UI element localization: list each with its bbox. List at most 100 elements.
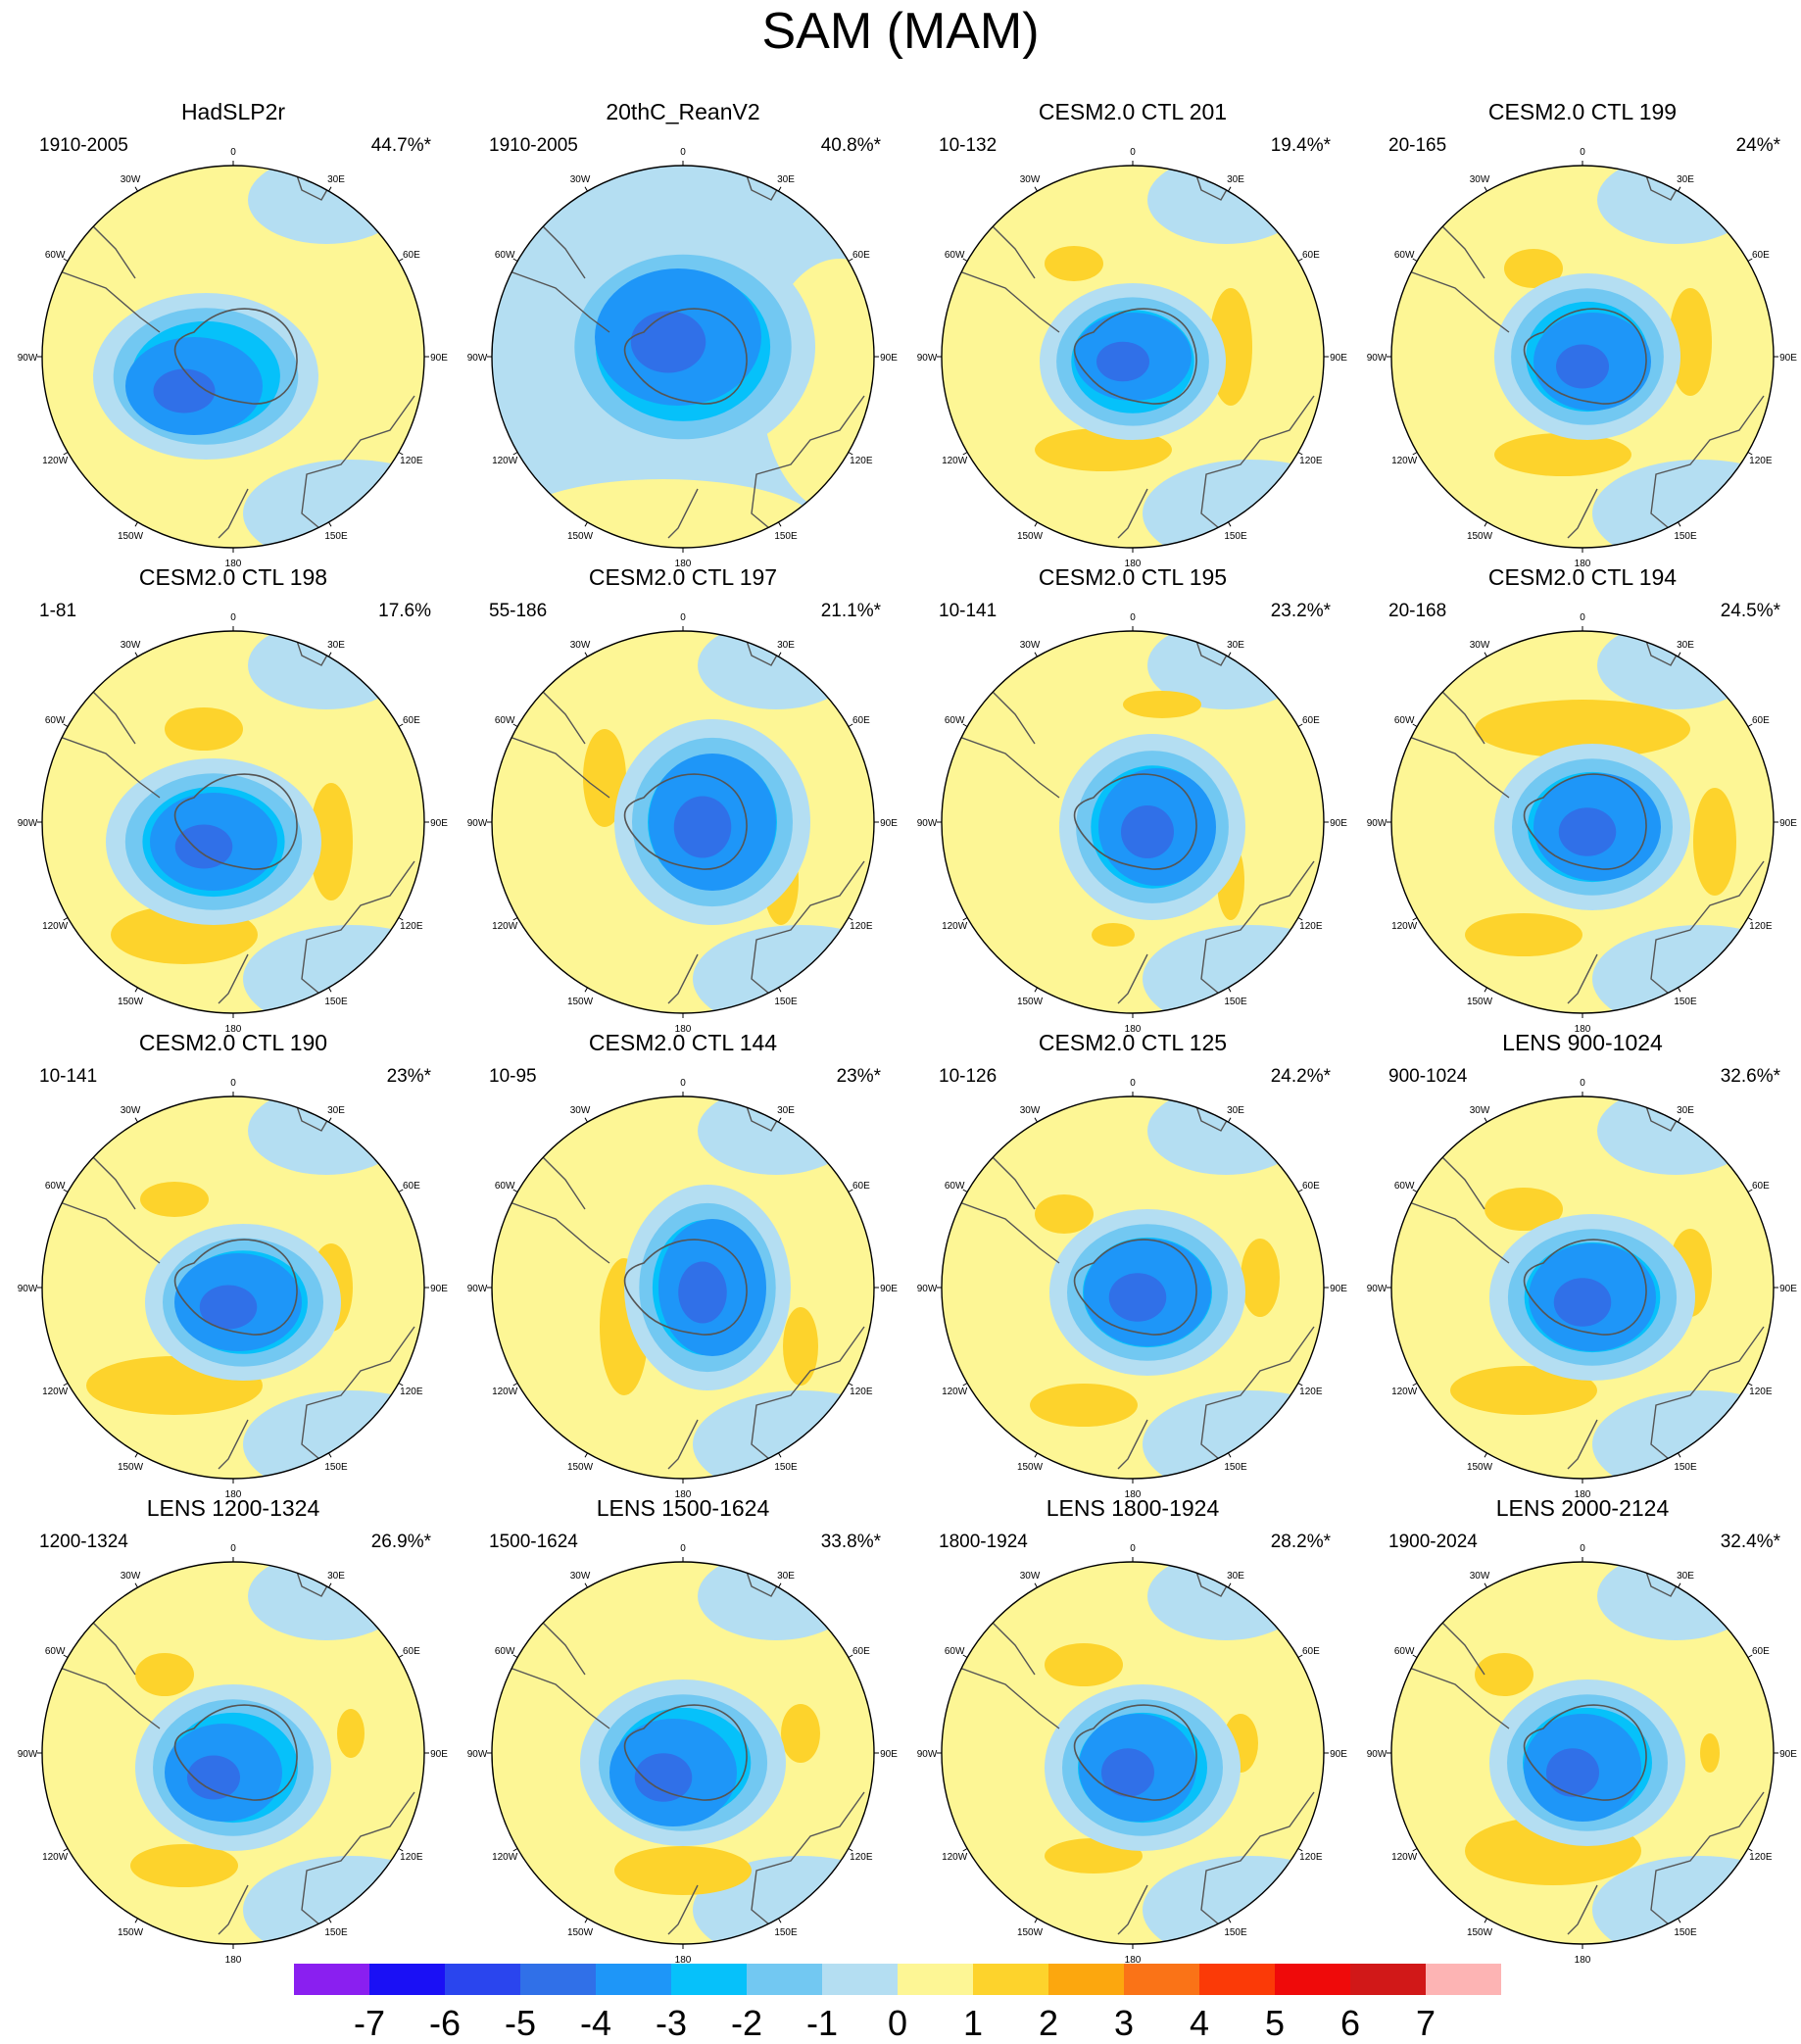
longitude-label: 120W (42, 1852, 69, 1863)
longitude-label: 150E (1224, 531, 1247, 542)
longitude-label: 60W (1394, 250, 1415, 261)
map-panel: LENS 900-1024 900-1024 32.6%* 0 30E 60E 90E 120… (1367, 1029, 1798, 1500)
longitude-label: 120E (850, 1852, 873, 1863)
longitude-label: 30E (327, 174, 345, 185)
panel-explained-variance: 24%* (1735, 135, 1780, 156)
longitude-label: 60W (945, 715, 965, 726)
longitude-label: 90W (467, 1284, 488, 1294)
map-panel: CESM2.0 CTL 197 55-186 21.1%* 0 30E 60E 90E 120… (467, 563, 899, 1035)
polar-map: 0 30E 60E 90E 120E 150E 180 150W 120W 90W 60W 30W (467, 147, 899, 569)
panel-period: 20-168 (1388, 601, 1447, 621)
panel-period: 1900-2024 (1388, 1532, 1478, 1552)
longitude-label: 120W (1391, 1852, 1418, 1863)
longitude-label: 30W (121, 640, 141, 651)
panel-title: CESM2.0 CTL 194 (1487, 564, 1678, 590)
colorbar-label: 5 (1264, 2003, 1286, 2043)
colorbar-swatch (1275, 1964, 1350, 1995)
longitude-label: 60W (495, 715, 515, 726)
longitude-label: 120W (492, 456, 518, 466)
longitude-label: 120W (1391, 456, 1418, 466)
longitude-label: 150W (567, 997, 594, 1007)
longitude-label: 90E (1330, 1749, 1347, 1760)
polar-map: 0 30E 60E 90E 120E 150E 180 150W 120W 90W 60W 30W (18, 612, 449, 1035)
longitude-label: 90W (18, 1284, 38, 1294)
panel-title: LENS 1800-1924 (1046, 1495, 1220, 1521)
longitude-label: 120E (850, 1387, 873, 1397)
longitude-label: 180 (675, 1024, 692, 1035)
longitude-label: 60E (852, 1181, 870, 1192)
longitude-label: 120W (42, 921, 69, 932)
longitude-label: 0 (680, 612, 686, 623)
longitude-label: 120W (492, 1387, 518, 1397)
longitude-label: 60W (945, 250, 965, 261)
longitude-label: 60W (1394, 1646, 1415, 1657)
colorbar-swatch (822, 1964, 898, 1995)
longitude-label: 150E (1224, 997, 1247, 1007)
panel-period: 1800-1924 (939, 1532, 1028, 1552)
longitude-label: 60E (403, 1181, 420, 1192)
panel-explained-variance: 32.4%* (1720, 1532, 1780, 1552)
colorbar-swatch (1048, 1964, 1124, 1995)
longitude-label: 120E (1749, 1852, 1773, 1863)
longitude-label: 60E (403, 250, 420, 261)
panel-explained-variance: 23%* (836, 1066, 881, 1087)
longitude-label: 90E (1330, 818, 1347, 829)
panel-title: 20thC_ReanV2 (606, 99, 760, 124)
longitude-label: 90W (1367, 353, 1387, 364)
polar-map: 0 30E 60E 90E 120E 150E 180 150W 120W 90W 60W 30W (917, 1078, 1348, 1500)
longitude-label: 60E (852, 715, 870, 726)
longitude-label: 60W (1394, 1181, 1415, 1192)
longitude-label: 90W (1367, 818, 1387, 829)
colorbar-swatch (1199, 1964, 1275, 1995)
polar-map: 0 30E 60E 90E 120E 150E 180 150W 120W 90W 60W 30W (18, 1543, 449, 1966)
longitude-label: 150E (774, 531, 798, 542)
longitude-label: 0 (230, 1078, 236, 1089)
longitude-label: 150E (1674, 1927, 1697, 1938)
polar-map: 0 30E 60E 90E 120E 150E 180 150W 120W 90W 60W 30W (917, 1543, 1348, 1966)
panel-title: LENS 1200-1324 (146, 1495, 320, 1521)
longitude-label: 150W (567, 1462, 594, 1473)
colorbar-swatch (294, 1964, 369, 1995)
longitude-label: 60W (495, 1181, 515, 1192)
figure-title: SAM (MAM) (761, 3, 1040, 60)
panel-explained-variance: 32.6%* (1720, 1066, 1780, 1087)
longitude-label: 30E (1227, 174, 1244, 185)
longitude-label: 180 (225, 1955, 242, 1966)
polar-map: 0 30E 60E 90E 120E 150E 180 150W 120W 90W 60W 30W (1367, 1543, 1798, 1966)
longitude-label: 90W (18, 353, 38, 364)
longitude-label: 120W (42, 456, 69, 466)
longitude-label: 150W (1467, 1927, 1493, 1938)
longitude-label: 150W (118, 1462, 144, 1473)
longitude-label: 0 (680, 147, 686, 158)
longitude-label: 150W (118, 1927, 144, 1938)
longitude-label: 0 (1130, 147, 1136, 158)
longitude-label: 150W (567, 531, 594, 542)
longitude-label: 30E (1677, 1571, 1694, 1582)
longitude-label: 30W (570, 174, 591, 185)
polar-map: 0 30E 60E 90E 120E 150E 180 150W 120W 90W 60W 30W (917, 612, 1348, 1035)
longitude-label: 30E (1677, 174, 1694, 185)
map-panel: CESM2.0 CTL 144 10-95 23%* 0 30E 60E 90E 120E 15… (467, 1029, 899, 1500)
polar-map: 0 30E 60E 90E 120E 150E 180 150W 120W 90W 60W 30W (467, 1543, 899, 1966)
longitude-label: 30E (1227, 1105, 1244, 1116)
longitude-label: 30E (777, 1105, 795, 1116)
longitude-label: 180 (1125, 559, 1142, 569)
colorbar-swatch (1426, 1964, 1501, 1995)
longitude-label: 180 (1575, 559, 1591, 569)
longitude-label: 30W (1470, 174, 1490, 185)
longitude-label: 60E (1752, 1646, 1770, 1657)
longitude-label: 150W (118, 997, 144, 1007)
longitude-label: 60W (945, 1646, 965, 1657)
longitude-label: 150E (774, 997, 798, 1007)
panel-period: 1910-2005 (39, 135, 128, 156)
longitude-label: 150E (774, 1462, 798, 1473)
colorbar-label: -5 (504, 2003, 536, 2043)
longitude-label: 180 (1575, 1024, 1591, 1035)
longitude-label: 30W (1470, 1105, 1490, 1116)
longitude-label: 90W (467, 353, 488, 364)
longitude-label: 120W (942, 921, 968, 932)
panel-explained-variance: 24.5%* (1720, 601, 1780, 621)
longitude-label: 90E (1330, 353, 1347, 364)
longitude-label: 60E (1302, 1646, 1320, 1657)
map-panel: LENS 2000-2124 1900-2024 32.4%* 0 30E 60E 90E 1… (1367, 1494, 1798, 1966)
